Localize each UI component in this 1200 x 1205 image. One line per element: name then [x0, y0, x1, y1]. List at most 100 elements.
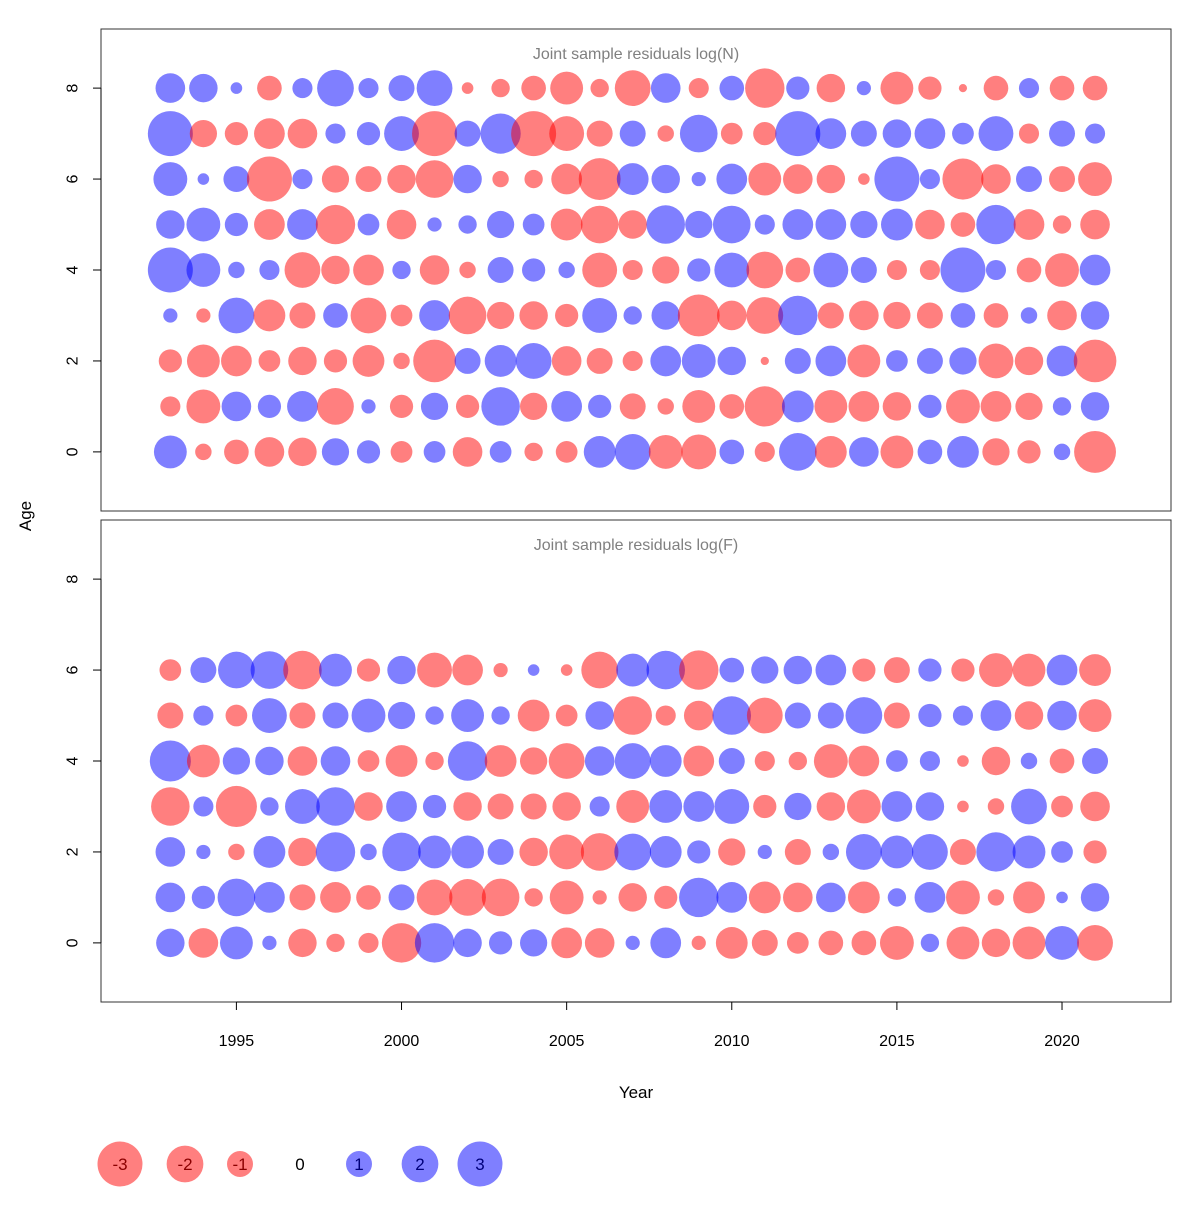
bubble [1014, 701, 1044, 730]
bubble [480, 113, 521, 154]
bubble [419, 300, 450, 331]
bubble [580, 833, 619, 871]
bubble [386, 209, 417, 240]
bubble [416, 879, 453, 916]
bubble [350, 297, 387, 334]
legend-label: 0 [295, 1155, 304, 1174]
bubble [423, 441, 446, 463]
bubble [848, 391, 880, 422]
bubble [850, 257, 877, 283]
bubble [288, 837, 317, 867]
bubble [259, 259, 280, 281]
bubble [746, 697, 783, 734]
bubble [219, 926, 253, 960]
bubble [221, 391, 252, 422]
bubble [817, 302, 844, 329]
bubble [1018, 78, 1040, 99]
bubble [149, 740, 191, 782]
bubble [915, 209, 945, 240]
bubble [519, 929, 548, 957]
bubble [224, 212, 249, 237]
bubble [414, 923, 455, 963]
bubble [558, 261, 575, 279]
bubble [1084, 123, 1106, 144]
bubble [1052, 397, 1072, 416]
bubble [1047, 700, 1077, 731]
bubble [712, 205, 751, 244]
bubble [320, 746, 351, 776]
bubble [356, 440, 381, 464]
bubble [555, 303, 579, 328]
y-axis-title: Age [16, 501, 35, 531]
bubble [981, 928, 1011, 958]
bubble [487, 838, 514, 865]
bubble [919, 750, 940, 772]
bubble [775, 111, 821, 157]
bubble [484, 345, 517, 377]
bubble [358, 932, 379, 953]
bubble [650, 73, 681, 103]
bubble [254, 882, 285, 913]
bubble [784, 347, 811, 374]
bubble [522, 213, 545, 236]
bubble [654, 885, 678, 910]
bubble [822, 843, 840, 861]
legend-bubble [97, 1141, 143, 1187]
bubble [153, 435, 187, 469]
bubble [289, 302, 316, 329]
bubble [646, 650, 685, 690]
y-tick-label: 0 [65, 938, 82, 947]
bubble [1074, 430, 1116, 473]
bubble [683, 700, 714, 731]
bubble [358, 78, 379, 99]
bubble [655, 705, 676, 726]
bubble [649, 790, 683, 823]
bubble [412, 111, 458, 157]
bubble [858, 173, 870, 185]
bubble [719, 75, 745, 101]
bubble [560, 664, 573, 676]
bubble [847, 881, 880, 914]
bubble [160, 396, 181, 417]
bubble [815, 209, 847, 240]
bubble [228, 843, 245, 861]
bubble [386, 791, 417, 822]
bubble [1014, 346, 1044, 376]
bubble [957, 755, 969, 767]
bubble [1016, 166, 1042, 193]
bubble [719, 657, 745, 683]
bubble [816, 792, 846, 821]
bubble [783, 882, 813, 913]
bubble [754, 441, 775, 462]
bubble [846, 789, 881, 824]
y-tick-label: 0 [65, 447, 82, 456]
y-tick-label: 8 [65, 575, 82, 584]
bubble [519, 301, 548, 330]
bubble [1046, 345, 1078, 377]
bubble [390, 441, 413, 463]
bubble [454, 347, 481, 374]
bubble [550, 208, 583, 241]
bubble [981, 746, 1011, 776]
bubble [352, 345, 385, 377]
bubble [254, 209, 285, 240]
bubble [191, 885, 215, 910]
bubble [1049, 120, 1076, 147]
bubble [614, 743, 651, 779]
bubble [551, 346, 582, 376]
bubble [616, 653, 650, 687]
bubble [453, 792, 482, 821]
bubble [753, 794, 777, 819]
bubble [427, 217, 442, 232]
bubble [881, 791, 913, 822]
bubble [717, 346, 747, 376]
bubble [987, 798, 1005, 815]
bubble [979, 653, 1013, 687]
bubble [319, 653, 352, 687]
bubble [224, 121, 249, 146]
bubble [815, 118, 847, 149]
bubble [614, 70, 651, 107]
bubble [486, 301, 515, 330]
bubble [524, 442, 543, 462]
bubble [287, 746, 318, 776]
